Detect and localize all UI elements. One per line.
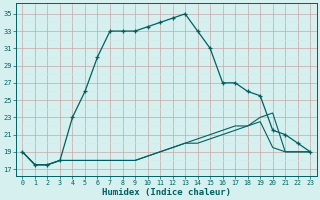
X-axis label: Humidex (Indice chaleur): Humidex (Indice chaleur): [102, 188, 231, 197]
